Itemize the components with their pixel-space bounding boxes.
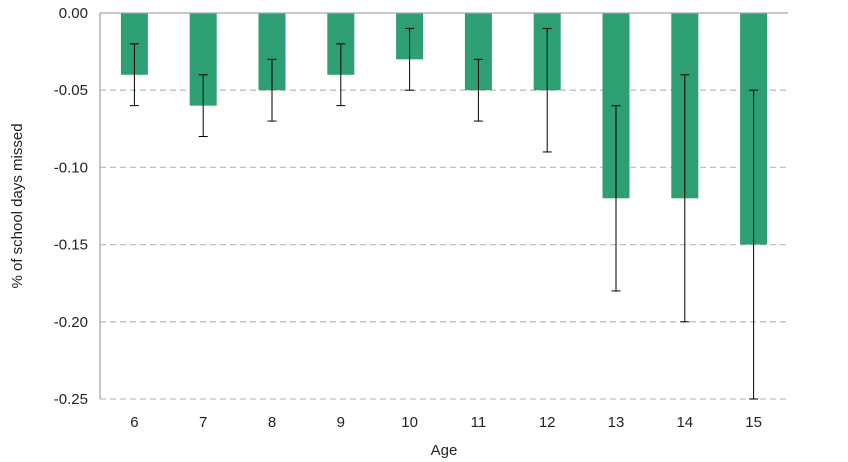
- y-tick-label: -0.10: [54, 159, 88, 176]
- x-tick-label: 10: [401, 414, 418, 431]
- error-bar-age-14: [680, 74, 690, 323]
- error-bar-age-15: [749, 89, 759, 400]
- y-tick-labels: 0.00 -0.05 -0.10 -0.15 -0.20 -0.25: [54, 5, 88, 408]
- error-bar-age-13: [611, 105, 621, 292]
- error-bar-age-7: [198, 74, 208, 138]
- error-bar-age-9: [336, 43, 346, 107]
- axes: [99, 12, 788, 399]
- error-bar-age-10: [405, 27, 415, 91]
- y-axis-title: % of school days missed: [9, 123, 26, 288]
- y-tick-label: -0.25: [54, 391, 88, 408]
- x-tick-label: 6: [130, 414, 138, 431]
- x-tick-label: 7: [199, 414, 207, 431]
- x-tick-label: 8: [268, 414, 276, 431]
- x-tick-labels: 6 7 8 9 10 11 12 13 14 15: [130, 414, 762, 431]
- error-bar-age-12: [542, 27, 552, 153]
- x-tick-label: 14: [676, 414, 693, 431]
- error-bars: [129, 27, 759, 400]
- y-tick-label: -0.20: [54, 314, 88, 331]
- error-bar-age-11: [473, 58, 483, 122]
- bars: [120, 13, 768, 245]
- x-tick-label: 13: [608, 414, 625, 431]
- x-tick-label: 9: [337, 414, 345, 431]
- x-axis-title: Age: [431, 442, 458, 459]
- x-tick-label: 12: [539, 414, 556, 431]
- x-tick-label: 11: [471, 414, 487, 431]
- x-tick-label: 15: [745, 414, 762, 431]
- y-tick-label: -0.05: [54, 82, 88, 99]
- y-tick-label: -0.15: [54, 237, 88, 254]
- error-bar-age-6: [129, 43, 139, 107]
- error-bar-age-8: [267, 58, 277, 122]
- y-tick-label: 0.00: [59, 5, 88, 22]
